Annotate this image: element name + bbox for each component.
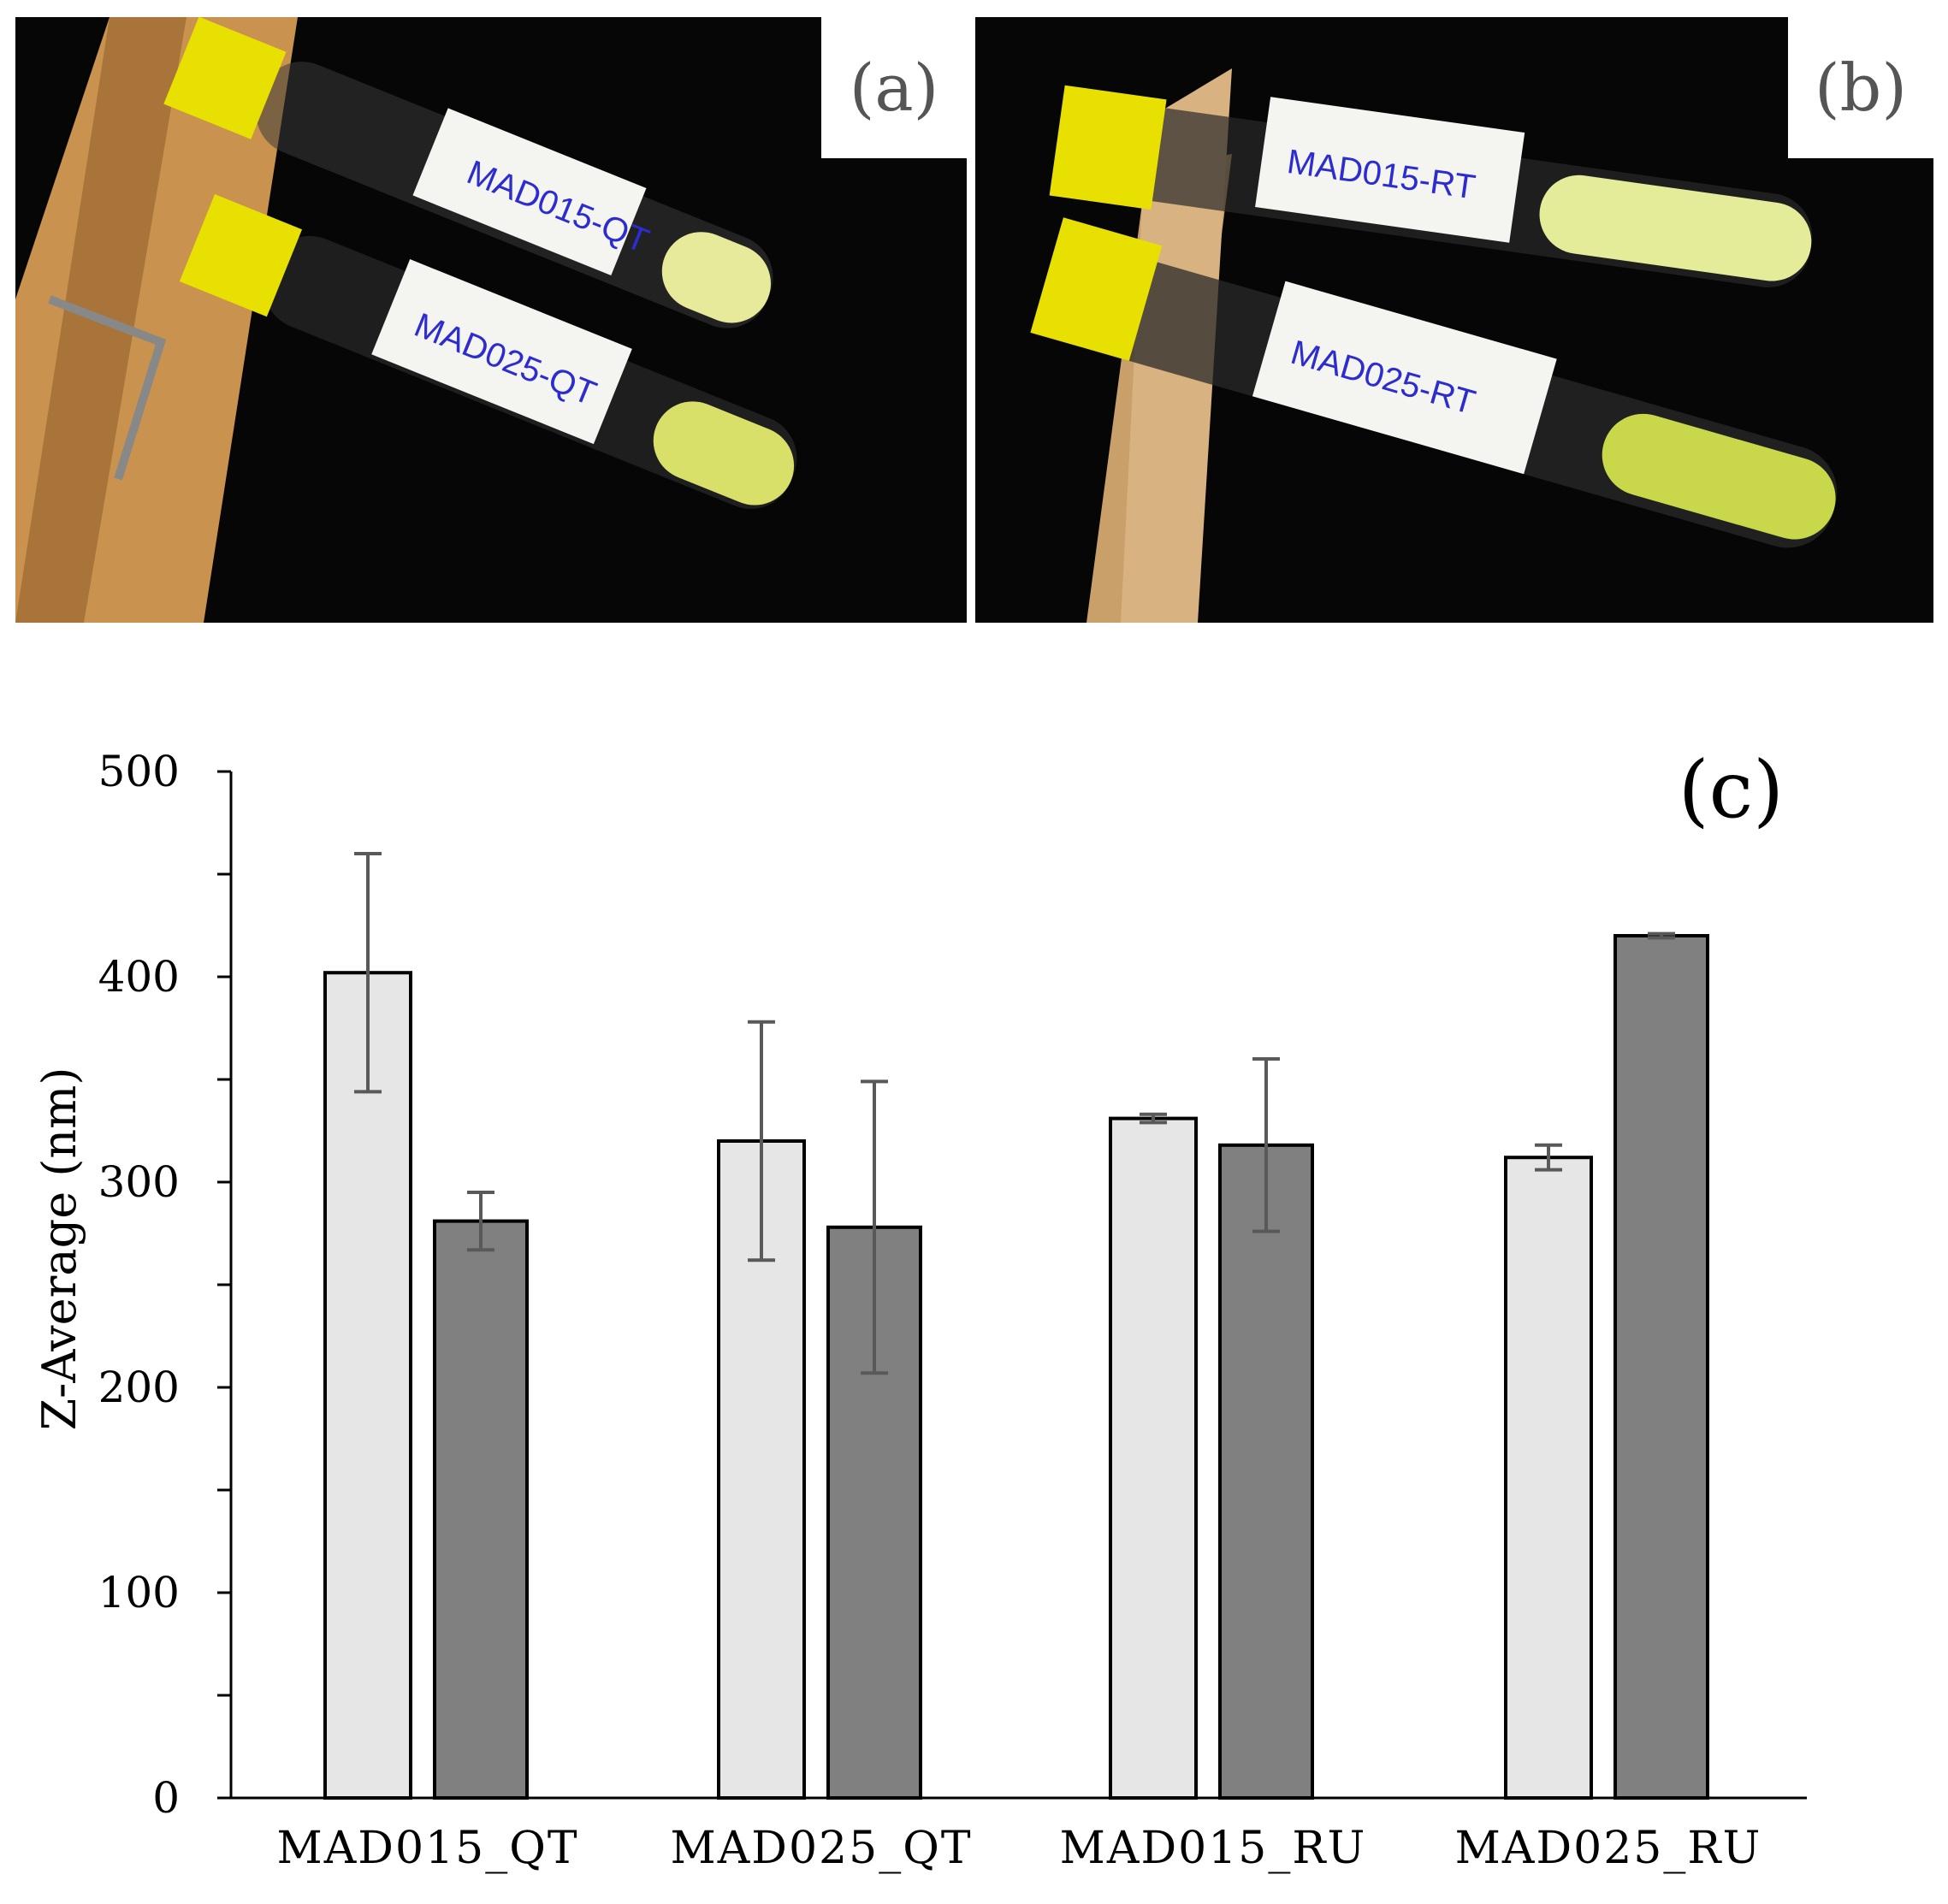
bar-MAD025_RU-series1 <box>1504 1156 1593 1800</box>
bar-MAD015_QT-series2 <box>433 1219 529 1800</box>
y-tick-label: 100 <box>98 1568 180 1617</box>
photo-panel-b: MAD015-RT MAD025-RT (b) <box>975 17 1933 623</box>
panel-label-c: (c) <box>1679 744 1784 836</box>
test-tubes-photo-a: MAD015-QT MAD025-QT <box>15 17 967 623</box>
y-tick-label: 200 <box>98 1363 180 1412</box>
y-tick-label: 400 <box>98 952 180 1002</box>
panel-label-b: (b) <box>1788 17 1933 158</box>
y-tick-label: 500 <box>98 747 180 796</box>
y-tick-label: 0 <box>152 1773 180 1823</box>
category-labels: MAD015_QT MAD025_QT MAD015_RU MAD025_RU <box>276 1823 1762 1874</box>
test-tubes-photo-b: MAD015-RT MAD025-RT <box>975 17 1933 623</box>
bar-MAD015_RU-series2 <box>1218 1143 1314 1800</box>
bar-MAD015_RU-series1 <box>1109 1116 1198 1800</box>
x-category-label: MAD015_QT <box>276 1823 578 1874</box>
x-category-label: MAD015_RU <box>1060 1823 1367 1874</box>
photo-panel-a: MAD015-QT MAD025-QT (a) <box>15 17 967 623</box>
chart-error-bars <box>354 852 1675 1375</box>
panel-label-a: (a) <box>821 17 967 158</box>
bar-MAD025_RU-series2 <box>1613 934 1709 1800</box>
bar-chart: 0 100 200 300 400 500 Z-Average (nm) (c) MAD0… <box>33 744 1807 1874</box>
bar-MAD015_QT-series1 <box>323 971 412 1800</box>
x-category-label: MAD025_QT <box>670 1823 972 1874</box>
bar-MAD025_QT-series2 <box>826 1225 922 1800</box>
y-axis-title: Z-Average (nm) <box>33 1067 86 1431</box>
y-tick-label: 300 <box>98 1157 180 1207</box>
chart-ticks: 0 100 200 300 400 500 <box>98 747 231 1823</box>
x-category-label: MAD025_RU <box>1455 1823 1762 1874</box>
chart-bars <box>323 934 1709 1800</box>
